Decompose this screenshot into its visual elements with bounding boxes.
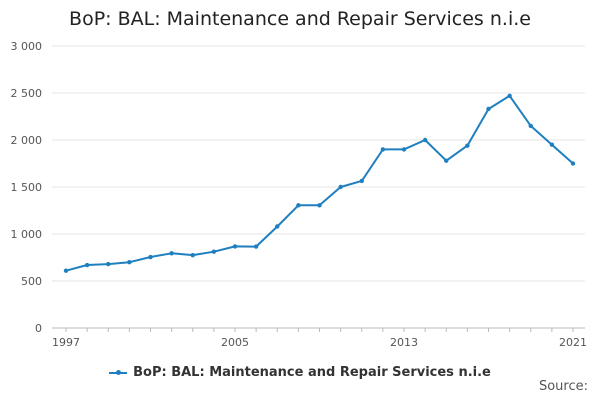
chart-title: BoP: BAL: Maintenance and Repair Service… (69, 8, 531, 30)
data-point[interactable] (84, 262, 90, 268)
y-tick-label: 3 000 (11, 40, 43, 53)
data-point[interactable] (359, 178, 364, 184)
data-point[interactable] (486, 106, 491, 112)
data-point[interactable] (296, 203, 301, 208)
y-tick-label: 0 (35, 322, 42, 335)
data-point[interactable] (317, 203, 322, 208)
data-point[interactable] (232, 244, 238, 249)
data-point[interactable] (401, 147, 407, 152)
y-tick-label: 1 000 (11, 228, 43, 241)
data-point[interactable] (106, 261, 111, 267)
data-point[interactable] (570, 161, 576, 166)
data-point[interactable] (528, 123, 533, 129)
y-tick-label: 1 500 (11, 181, 43, 194)
data-point[interactable] (127, 260, 132, 265)
data-point[interactable] (63, 268, 69, 273)
x-tick-label: 1997 (52, 336, 80, 349)
y-tick-label: 2 500 (11, 87, 43, 100)
data-point[interactable] (169, 251, 174, 256)
data-point[interactable] (380, 147, 386, 152)
data-point[interactable] (465, 143, 470, 148)
data-point[interactable] (422, 137, 428, 143)
data-point[interactable] (549, 142, 555, 147)
data-point[interactable] (211, 249, 217, 254)
data-point[interactable] (148, 254, 153, 260)
x-tick-label: 2013 (390, 336, 418, 349)
data-point[interactable] (338, 184, 343, 190)
legend-label: BoP: BAL: Maintenance and Repair Service… (133, 365, 491, 380)
series-line (65, 94, 574, 272)
data-point[interactable] (190, 252, 195, 258)
legend[interactable]: BoP: BAL: Maintenance and Repair Service… (0, 365, 600, 380)
data-point[interactable] (507, 93, 512, 99)
data-point[interactable] (275, 224, 280, 229)
data-point[interactable] (253, 244, 259, 249)
x-tick-label: 2021 (559, 336, 587, 349)
y-tick-label: 500 (21, 275, 42, 288)
data-point[interactable] (444, 158, 449, 163)
x-tick-label: 2005 (221, 336, 249, 349)
legend-line-icon (109, 368, 128, 378)
source-note[interactable]: Source: (538, 379, 588, 394)
y-tick-label: 2 000 (11, 134, 43, 147)
